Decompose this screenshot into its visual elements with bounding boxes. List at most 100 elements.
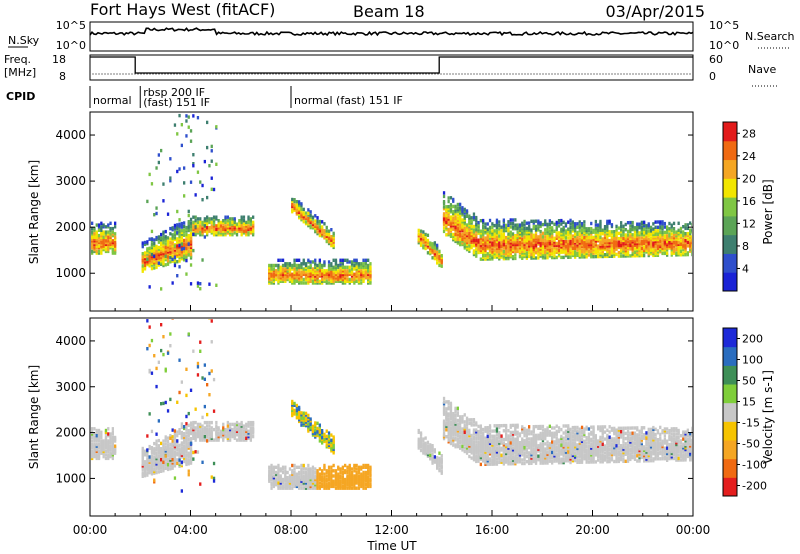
range-cell bbox=[468, 218, 471, 222]
range-cell bbox=[454, 431, 457, 435]
range-cell bbox=[316, 230, 319, 234]
range-cell bbox=[475, 423, 478, 427]
range-cell bbox=[150, 429, 154, 434]
range-cell bbox=[160, 455, 163, 460]
range-cell bbox=[419, 448, 423, 453]
range-cell bbox=[546, 233, 549, 237]
range-cell bbox=[465, 416, 469, 420]
range-cell bbox=[557, 240, 561, 244]
range-cell bbox=[433, 458, 436, 463]
range-cell bbox=[164, 456, 167, 460]
range-cell bbox=[348, 481, 351, 485]
range-cell bbox=[456, 218, 459, 222]
range-cell bbox=[346, 476, 349, 480]
range-cell bbox=[601, 244, 604, 248]
range-cell bbox=[229, 222, 232, 226]
range-cell bbox=[626, 250, 630, 255]
range-cell bbox=[482, 455, 485, 460]
range-cell bbox=[580, 229, 584, 233]
range-cell bbox=[171, 449, 174, 453]
range-cell bbox=[155, 251, 158, 256]
range-cell bbox=[166, 262, 170, 266]
range-cell bbox=[242, 431, 246, 435]
range-cell bbox=[249, 219, 252, 223]
range-cell bbox=[141, 260, 144, 265]
range-cell bbox=[304, 479, 308, 483]
range-cell bbox=[433, 241, 436, 245]
range-cell bbox=[580, 239, 584, 243]
range-cell bbox=[291, 265, 294, 269]
range-cell bbox=[332, 442, 335, 446]
range-cell bbox=[192, 422, 195, 427]
range-cell bbox=[507, 234, 510, 238]
range-cell bbox=[171, 245, 174, 249]
range-cell bbox=[551, 226, 554, 230]
range-cell bbox=[187, 332, 190, 336]
range-cell bbox=[109, 232, 112, 236]
range-cell bbox=[571, 237, 574, 242]
range-cell bbox=[288, 483, 292, 487]
range-cell bbox=[647, 232, 650, 237]
range-cell bbox=[226, 438, 229, 442]
range-cell bbox=[629, 240, 632, 244]
range-cell bbox=[447, 220, 450, 225]
range-cell bbox=[183, 249, 186, 253]
range-cell bbox=[426, 251, 430, 255]
range-cell bbox=[109, 237, 112, 241]
range-cell bbox=[534, 228, 538, 232]
range-cell bbox=[187, 434, 190, 438]
range-cell bbox=[334, 486, 338, 490]
range-cell bbox=[160, 450, 163, 454]
range-cell bbox=[459, 234, 462, 238]
range-cell bbox=[528, 226, 531, 231]
range-cell bbox=[601, 251, 604, 255]
range-cell bbox=[206, 229, 209, 233]
range-cell bbox=[222, 222, 225, 226]
range-cell bbox=[199, 426, 202, 430]
range-cell bbox=[452, 210, 455, 214]
range-cell bbox=[210, 217, 213, 221]
range-cell bbox=[452, 217, 455, 221]
freq-tick-top: 18 bbox=[52, 53, 66, 66]
range-cell bbox=[192, 222, 195, 226]
range-cell bbox=[447, 196, 450, 200]
range-cell bbox=[599, 225, 602, 229]
range-cell bbox=[509, 241, 512, 245]
range-cell bbox=[615, 233, 618, 237]
range-cell bbox=[532, 251, 535, 255]
range-cell bbox=[279, 276, 282, 280]
range-cell bbox=[530, 237, 533, 241]
range-cell bbox=[316, 219, 319, 223]
range-cell bbox=[564, 243, 568, 247]
range-cell bbox=[277, 472, 280, 476]
range-cell bbox=[300, 479, 303, 483]
range-cell bbox=[164, 250, 167, 255]
range-cell bbox=[323, 472, 326, 476]
range-cell bbox=[677, 249, 680, 253]
range-cell bbox=[196, 434, 200, 439]
range-cell bbox=[309, 417, 312, 421]
range-cell bbox=[307, 477, 310, 482]
range-cell bbox=[323, 279, 326, 283]
range-cell bbox=[316, 269, 319, 273]
range-cell bbox=[314, 484, 317, 489]
range-cell bbox=[330, 483, 333, 487]
range-cell bbox=[323, 236, 326, 240]
range-cell bbox=[325, 474, 328, 478]
range-cell bbox=[95, 448, 98, 452]
range-cell bbox=[321, 429, 324, 433]
range-cell bbox=[95, 430, 98, 434]
range-cell bbox=[185, 443, 188, 447]
range-cell bbox=[456, 222, 459, 226]
range-cell bbox=[541, 235, 545, 239]
range-cell bbox=[173, 462, 177, 466]
range-cell bbox=[252, 233, 255, 237]
range-cell bbox=[210, 220, 213, 225]
range-cell bbox=[585, 246, 588, 250]
range-cell bbox=[107, 240, 110, 245]
range-cell bbox=[226, 222, 229, 226]
range-cell bbox=[684, 246, 687, 250]
range-cell bbox=[615, 224, 618, 229]
range-cell bbox=[141, 464, 144, 468]
range-cell bbox=[192, 220, 195, 225]
